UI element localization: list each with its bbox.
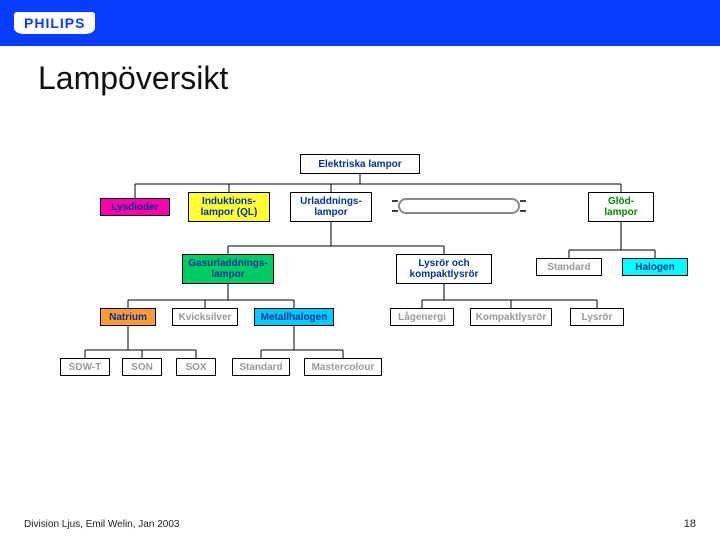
node-glod: Glöd- lampor (588, 192, 654, 222)
top-bar: PHILIPS (0, 0, 720, 46)
tube-illustration (398, 198, 520, 214)
node-sox: SOX (176, 358, 216, 376)
brand-logo: PHILIPS (14, 12, 95, 34)
node-root: Elektriska lampor (300, 154, 420, 174)
node-komp: Kompaktlysrör (470, 308, 552, 326)
node-lysd: Lysdioder (100, 198, 170, 216)
node-halg: Halogen (622, 258, 688, 276)
node-natr: Natrium (100, 308, 156, 326)
node-son: SON (122, 358, 162, 376)
node-sdwt: SDW-T (60, 358, 110, 376)
slide-title: Lampöversikt (38, 60, 228, 97)
footer-left: Division Ljus, Emil Welin, Jan 2003 (24, 519, 179, 530)
node-stdG: Standard (536, 258, 602, 276)
node-mast: Mastercolour (304, 358, 382, 376)
node-indk: Induktions- lampor (QL) (188, 192, 270, 222)
diagram-area: Elektriska lampor Lysdioder Induktions- la… (0, 150, 720, 480)
node-lage: Lågenergi (390, 308, 454, 326)
node-stdN: Standard (232, 358, 290, 376)
node-meta: Metallhalogen (254, 308, 334, 326)
page-number: 18 (684, 518, 696, 530)
node-lyro: Lysrör och kompaktlysrör (396, 254, 492, 284)
node-gasu: Gasurladdnings- lampor (182, 254, 274, 284)
node-lyrr: Lysrör (570, 308, 624, 326)
node-urla: Urladdnings- lampor (290, 192, 372, 222)
node-kvic: Kvicksilver (172, 308, 238, 326)
